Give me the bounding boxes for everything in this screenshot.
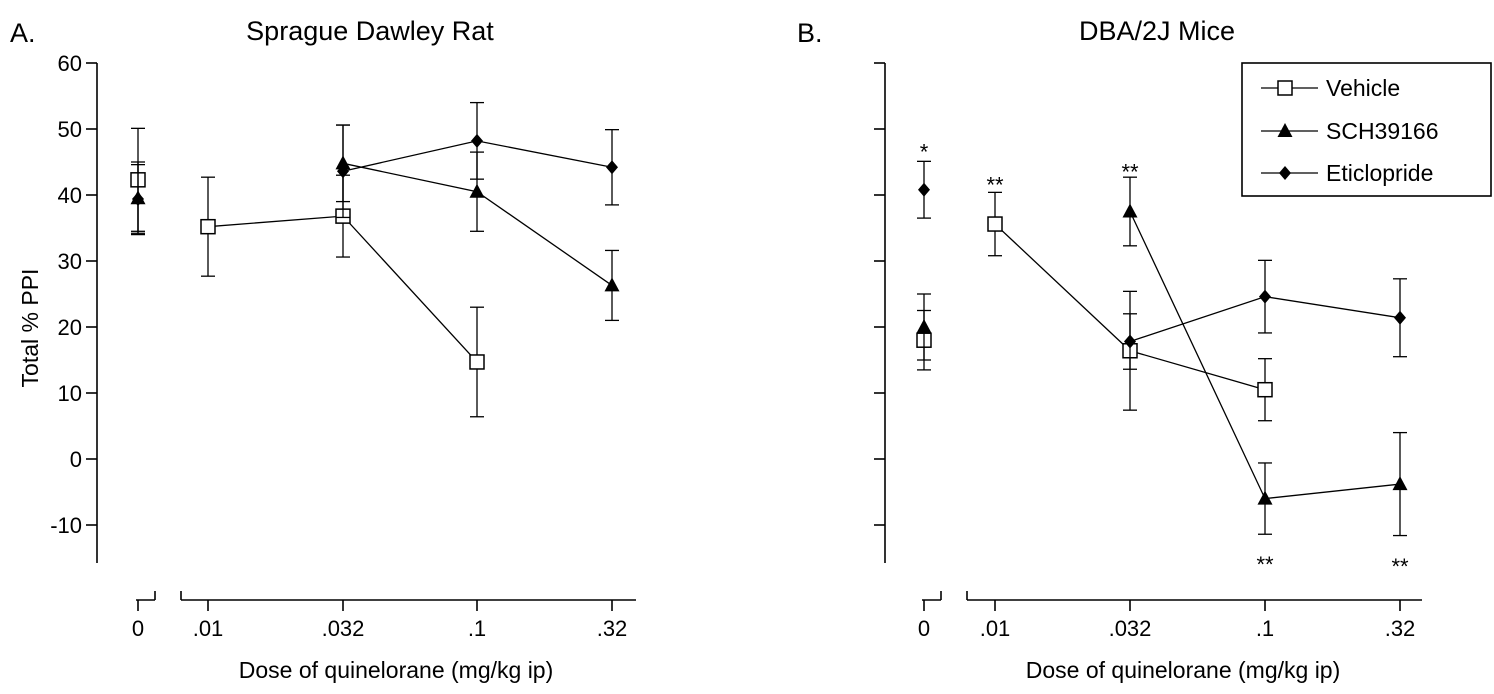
chart-title: Sprague Dawley Rat <box>246 16 494 46</box>
data-point <box>469 183 485 198</box>
chart-title: DBA/2J Mice <box>1079 16 1235 46</box>
data-point <box>132 191 144 206</box>
series-vehicle <box>130 127 485 418</box>
chart-panel-a: A. Sprague Dawley Rat 60 50 40 30 20 10 0 -10 Tota… <box>10 16 636 683</box>
data-point <box>200 218 216 235</box>
legend-marker <box>1277 123 1293 137</box>
y-tick-label: 0 <box>70 447 82 472</box>
series-sch39166 <box>916 176 1408 537</box>
data-point <box>1392 476 1408 491</box>
legend-marker <box>1279 166 1291 180</box>
chart-panel-b: B. DBA/2J Mice 0 .01 .032 .1 .32 Dose of quinel… <box>797 16 1492 683</box>
x-axis-label: Dose of quinelorane (mg/kg ip) <box>1026 657 1341 683</box>
data-point <box>469 354 485 370</box>
data-point <box>471 133 483 148</box>
legend: Vehicle SCH39166 Eticlopride <box>1241 62 1492 197</box>
data-point <box>1124 334 1136 349</box>
data-point <box>1257 381 1273 398</box>
significance-marker: ** <box>1121 159 1139 184</box>
x-tick-label: .1 <box>468 616 486 641</box>
x-tick-label: .1 <box>1256 616 1274 641</box>
series-eticlopride <box>131 101 619 234</box>
x-tick-label: .032 <box>1109 616 1152 641</box>
data-point <box>916 319 932 333</box>
y-tick-label: 60 <box>58 51 82 76</box>
legend-label: Vehicle <box>1326 75 1400 101</box>
x-tick-label: .01 <box>980 616 1011 641</box>
series-vehicle <box>916 191 1273 422</box>
data-point <box>1394 310 1406 325</box>
y-tick-label: 40 <box>58 183 82 208</box>
data-point <box>987 216 1003 232</box>
y-tick-label: 10 <box>58 381 82 406</box>
legend-marker <box>1277 80 1293 96</box>
y-axis-label: Total % PPI <box>17 269 43 388</box>
data-point <box>1122 203 1138 218</box>
data-point <box>337 164 349 179</box>
legend-label: SCH39166 <box>1326 118 1439 144</box>
panel-label: A. <box>10 18 36 48</box>
panel-label: B. <box>797 18 823 48</box>
data-point <box>604 277 620 292</box>
significance-marker: ** <box>1391 554 1409 579</box>
x-axis-label: Dose of quinelorane (mg/kg ip) <box>239 657 554 683</box>
x-tick-label: 0 <box>918 616 930 641</box>
data-point <box>1259 289 1271 304</box>
y-tick-label: 30 <box>58 249 82 274</box>
significance-marker: ** <box>986 173 1004 198</box>
x-tick-label: .032 <box>322 616 365 641</box>
data-point <box>606 160 618 175</box>
y-tick-label: 50 <box>58 117 82 142</box>
data-point <box>918 182 930 197</box>
significance-marker: * <box>920 140 929 165</box>
significance-marker: ** <box>1256 552 1274 577</box>
x-tick-label: .01 <box>193 616 224 641</box>
y-tick-label: 20 <box>58 315 82 340</box>
series-line <box>1129 211 1401 500</box>
x-tick-label: .32 <box>597 616 628 641</box>
x-tick-label: 0 <box>132 616 144 641</box>
y-tick-label: -10 <box>50 513 82 538</box>
legend-label: Eticlopride <box>1326 160 1433 186</box>
x-tick-label: .32 <box>1385 616 1416 641</box>
data-point <box>1257 490 1273 505</box>
series-eticlopride <box>917 160 1407 370</box>
